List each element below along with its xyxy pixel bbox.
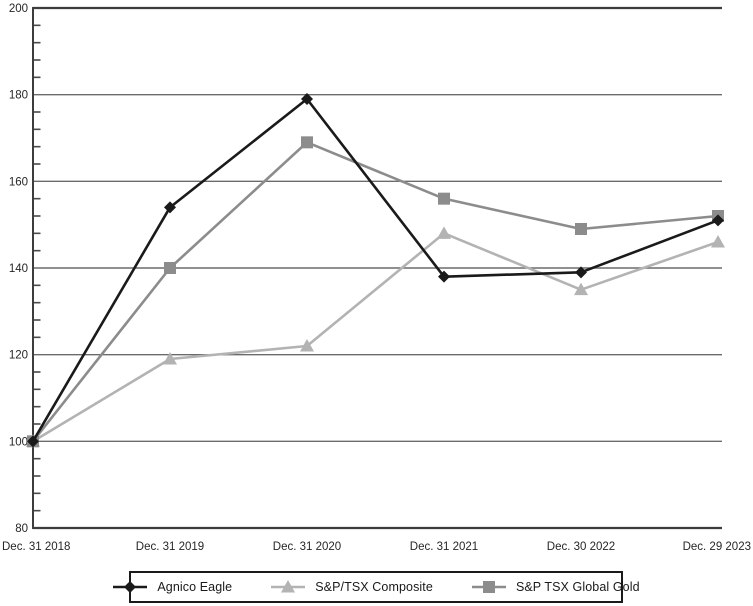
- marker-agnico-eagle-0: [27, 435, 39, 448]
- series-s-p-tsx-composite: [26, 226, 725, 447]
- marker-s-p-tsx-composite-1: [163, 352, 177, 365]
- marker-agnico-eagle-5: [712, 214, 724, 227]
- marker-s-p-tsx-composite-4: [574, 282, 588, 296]
- legend-marker-shape-s-p-tsx-global-gold: [482, 581, 495, 593]
- marker-s-p-tsx-global-gold-3: [438, 192, 450, 205]
- marker-s-p-tsx-composite-2: [300, 339, 314, 352]
- x-tick-label-5: Dec. 29 2023: [683, 541, 751, 553]
- y-tick-label-140: 140: [9, 263, 28, 275]
- legend-marker-shape-agnico-eagle: [124, 581, 137, 593]
- legend-item-agnico-eagle: Agnico Eagle: [112, 579, 232, 595]
- marker-agnico-eagle-1: [164, 201, 176, 214]
- series-line-s-p-tsx-global-gold: [31, 141, 719, 443]
- series-line-s-p-tsx-composite: [32, 232, 719, 443]
- legend-item-s-p-tsx-global-gold: S&P TSX Global Gold: [471, 579, 640, 595]
- y-tick-label-100: 100: [9, 436, 28, 448]
- x-tick-label-2: Dec. 31 2020: [273, 541, 341, 553]
- y-tick-label-120: 120: [9, 350, 28, 362]
- marker-agnico-eagle-4: [575, 266, 587, 279]
- marker-s-p-tsx-composite-5: [711, 235, 725, 248]
- triangle-marker-icon: [271, 580, 306, 593]
- legend-label-s-p-tsx-composite: S&P/TSX Composite: [315, 580, 433, 594]
- legend-label-s-p-tsx-global-gold: S&P TSX Global Gold: [515, 580, 640, 594]
- x-tick-label-1: Dec. 31 2019: [136, 541, 204, 553]
- x-tick-label-4: Dec. 30 2022: [547, 541, 615, 553]
- y-tick-label-200: 200: [9, 3, 28, 15]
- legend-marker-shape-s-p-tsx-composite: [281, 580, 296, 593]
- chart-legend: Agnico Eagle S&P/TSX Composite S&P TSX Glo…: [113, 571, 640, 603]
- diamond-marker-icon: [113, 581, 148, 593]
- legend-label-agnico-eagle: Agnico Eagle: [157, 580, 233, 594]
- series-s-p-tsx-global-gold: [27, 136, 724, 448]
- marker-agnico-eagle-2: [301, 93, 313, 105]
- x-tick-label-3: Dec. 31 2021: [410, 541, 478, 553]
- marker-s-p-tsx-global-gold-2: [301, 136, 313, 149]
- y-tick-label-160: 160: [9, 176, 28, 188]
- legend-item-s-p-tsx-composite: S&P/TSX Composite: [270, 579, 433, 595]
- marker-s-p-tsx-global-gold-4: [575, 223, 587, 235]
- marker-agnico-eagle-3: [438, 270, 450, 283]
- square-marker-icon: [471, 581, 506, 593]
- marker-s-p-tsx-composite-3: [437, 226, 451, 239]
- series-line-agnico-eagle: [31, 97, 719, 442]
- x-tick-label-0: Dec. 31 2018: [2, 541, 70, 553]
- marker-s-p-tsx-global-gold-1: [164, 262, 176, 274]
- y-tick-label-80: 80: [15, 523, 28, 535]
- y-tick-label-180: 180: [9, 90, 28, 102]
- series-agnico-eagle: [27, 93, 724, 448]
- chart-canvas: 80 100 120 140 160 180 200 Dec. 31 2018 Dec. 31 …: [2, 3, 751, 553]
